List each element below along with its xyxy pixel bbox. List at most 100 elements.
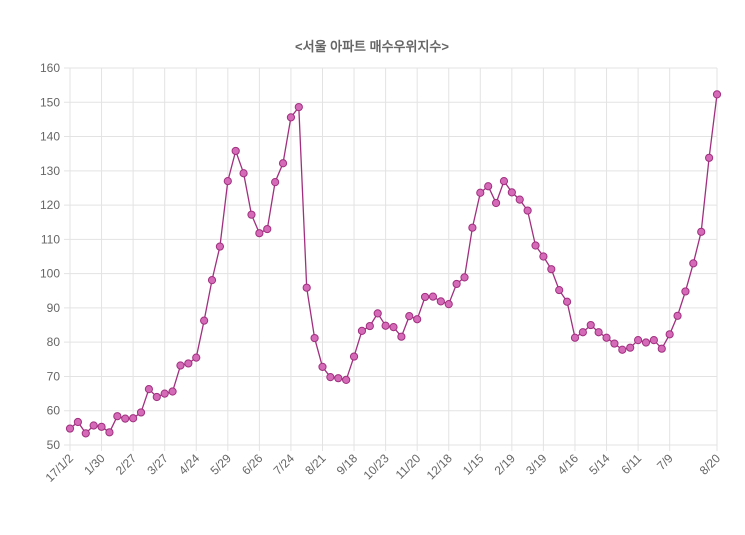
data-point (373, 309, 382, 318)
data-point (586, 320, 595, 330)
x-tick-label: 7/9 (654, 451, 676, 473)
data-point (255, 229, 264, 238)
data-point (200, 316, 209, 325)
x-tick-label: 6/11 (618, 451, 644, 477)
y-tick-label: 110 (41, 232, 60, 246)
data-point (689, 259, 698, 268)
data-point (81, 429, 90, 438)
data-point (697, 227, 706, 236)
x-tick-label: 1/30 (81, 451, 108, 478)
data-point (176, 361, 185, 370)
x-tick-label: 5/14 (586, 451, 613, 478)
data-point (342, 375, 351, 384)
data-point (192, 353, 201, 362)
x-tick-label: 4/24 (176, 451, 203, 478)
chart-title: <서울 아파트 매수우위지수> (295, 39, 449, 54)
data-point (436, 297, 445, 306)
data-point (136, 408, 146, 417)
x-tick-label: 11/20 (393, 451, 424, 482)
data-point (523, 206, 532, 215)
data-point (468, 223, 477, 232)
data-point (397, 332, 406, 341)
data-point (286, 113, 296, 122)
series-line (69, 94, 718, 435)
data-point (476, 188, 485, 197)
data-point (207, 276, 217, 285)
data-point (365, 321, 374, 331)
y-tick-label: 80 (47, 335, 61, 349)
y-tick-label: 120 (40, 198, 60, 212)
x-tick-label: 17/1/2 (43, 451, 77, 485)
data-point (231, 146, 240, 156)
data-point (318, 362, 327, 371)
data-points (65, 90, 722, 438)
data-point (263, 224, 272, 234)
data-point (73, 417, 82, 427)
data-point (278, 159, 288, 168)
x-tick-label: 3/19 (523, 451, 550, 478)
data-point (184, 359, 193, 368)
y-tick-label: 130 (40, 164, 60, 178)
y-tick-label: 150 (40, 95, 60, 109)
data-point (578, 328, 587, 337)
x-tick-label: 7/24 (271, 451, 298, 478)
y-tick-label: 90 (47, 301, 61, 315)
data-point (491, 198, 501, 208)
x-tick-label: 12/18 (424, 451, 455, 482)
data-point (610, 339, 619, 348)
x-tick-label: 9/18 (334, 451, 361, 478)
data-point (657, 344, 666, 353)
data-point (681, 287, 690, 296)
data-point (97, 422, 106, 431)
data-point (673, 311, 682, 320)
data-point (562, 297, 572, 306)
y-tick-label: 140 (40, 130, 60, 144)
data-point (633, 336, 643, 345)
data-point (144, 385, 154, 394)
data-point (547, 265, 556, 274)
data-point (484, 182, 493, 191)
data-point (294, 102, 303, 112)
x-tick-label: 1/15 (460, 451, 487, 478)
data-point (152, 392, 161, 402)
x-tick-label: 10/23 (361, 451, 392, 482)
data-point (215, 242, 225, 251)
data-point (349, 352, 359, 361)
y-tick-label: 160 (40, 61, 60, 75)
data-point (618, 345, 627, 354)
x-tick-label: 2/27 (113, 451, 140, 478)
data-point (389, 323, 398, 332)
data-point (113, 412, 122, 421)
data-point (531, 241, 540, 250)
data-point (405, 312, 414, 321)
data-point (428, 292, 438, 301)
data-point (539, 252, 548, 261)
x-tick-label: 2/19 (492, 451, 519, 478)
data-point (602, 333, 611, 342)
data-point (160, 389, 169, 398)
data-point (626, 343, 635, 352)
x-tick-label: 4/16 (555, 451, 582, 478)
data-point (302, 283, 311, 292)
data-point (555, 285, 564, 295)
data-point (460, 273, 469, 282)
x-tick-label: 6/26 (239, 451, 266, 478)
data-point (649, 336, 658, 345)
data-point (515, 195, 524, 204)
data-point (381, 321, 390, 330)
data-point (105, 428, 114, 437)
x-tick-label: 5/29 (208, 451, 235, 478)
y-tick-label: 50 (47, 438, 61, 452)
data-point (89, 421, 98, 430)
x-tick-label: 8/20 (697, 451, 724, 478)
x-tick-label: 3/27 (144, 451, 171, 478)
data-point (334, 374, 343, 383)
data-point (444, 300, 453, 309)
data-point (452, 279, 461, 289)
y-tick-label: 70 (47, 369, 61, 383)
data-point (641, 338, 651, 347)
data-point (121, 414, 130, 423)
data-point (223, 177, 232, 186)
data-point (594, 328, 603, 337)
